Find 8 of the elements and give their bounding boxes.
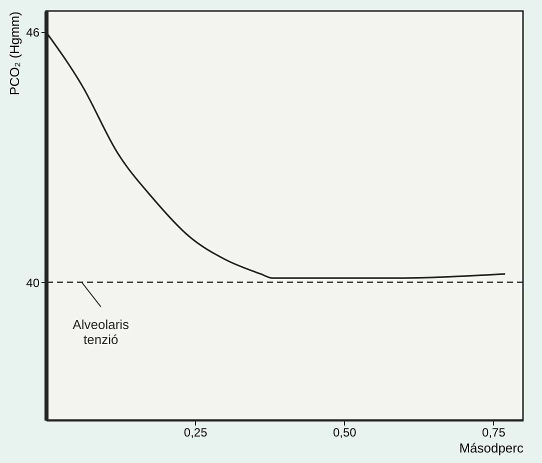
y-tick-label: 46 bbox=[26, 25, 40, 40]
y-tick-label: 40 bbox=[26, 276, 40, 290]
y-axis-title: PCO₂ (Hgmm) bbox=[7, 12, 22, 96]
annotation: Alveolaris tenzió bbox=[72, 317, 130, 348]
x-axis-title: Másodperc bbox=[459, 440, 524, 456]
x-tick-label: 0,25 bbox=[184, 426, 208, 440]
x-tick-label: 0,50 bbox=[332, 426, 357, 440]
x-tick-label: 0,75 bbox=[482, 426, 506, 440]
